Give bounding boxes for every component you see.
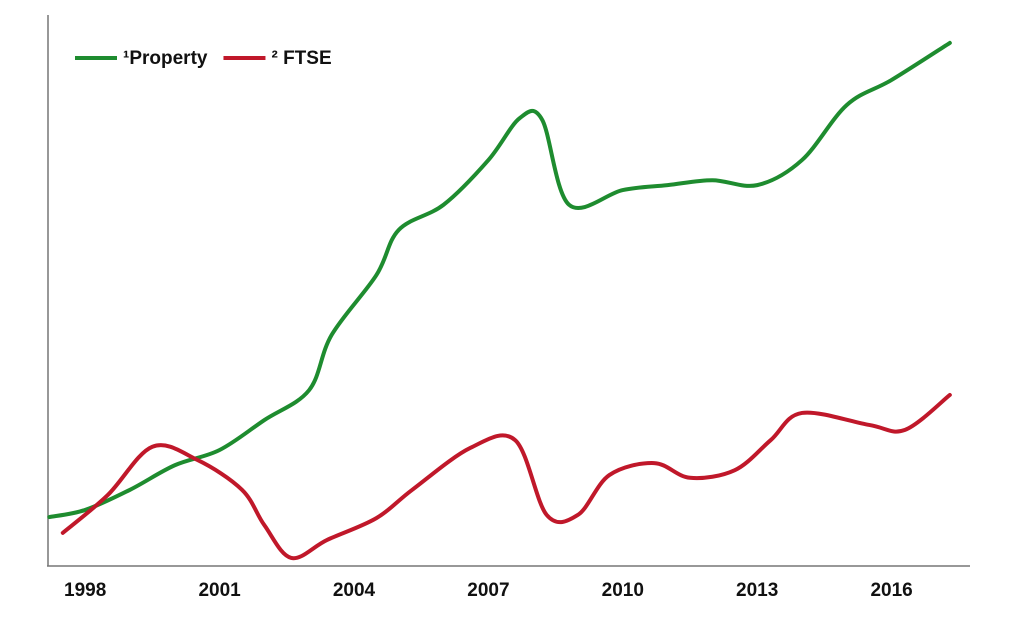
series-line: [60, 392, 952, 561]
x-tick-label: 2016: [870, 580, 912, 601]
series-line: [47, 40, 952, 520]
x-tick-label: 2007: [467, 580, 509, 601]
legend-label: ¹Property: [123, 48, 208, 69]
x-tick-label: 1998: [64, 580, 106, 601]
x-tick-label: 2013: [736, 580, 778, 601]
x-tick-label: 2001: [198, 580, 241, 601]
legend-label: ² FTSE: [271, 48, 331, 69]
x-tick-label: 2004: [333, 580, 376, 601]
x-tick-label: 2010: [602, 580, 644, 601]
